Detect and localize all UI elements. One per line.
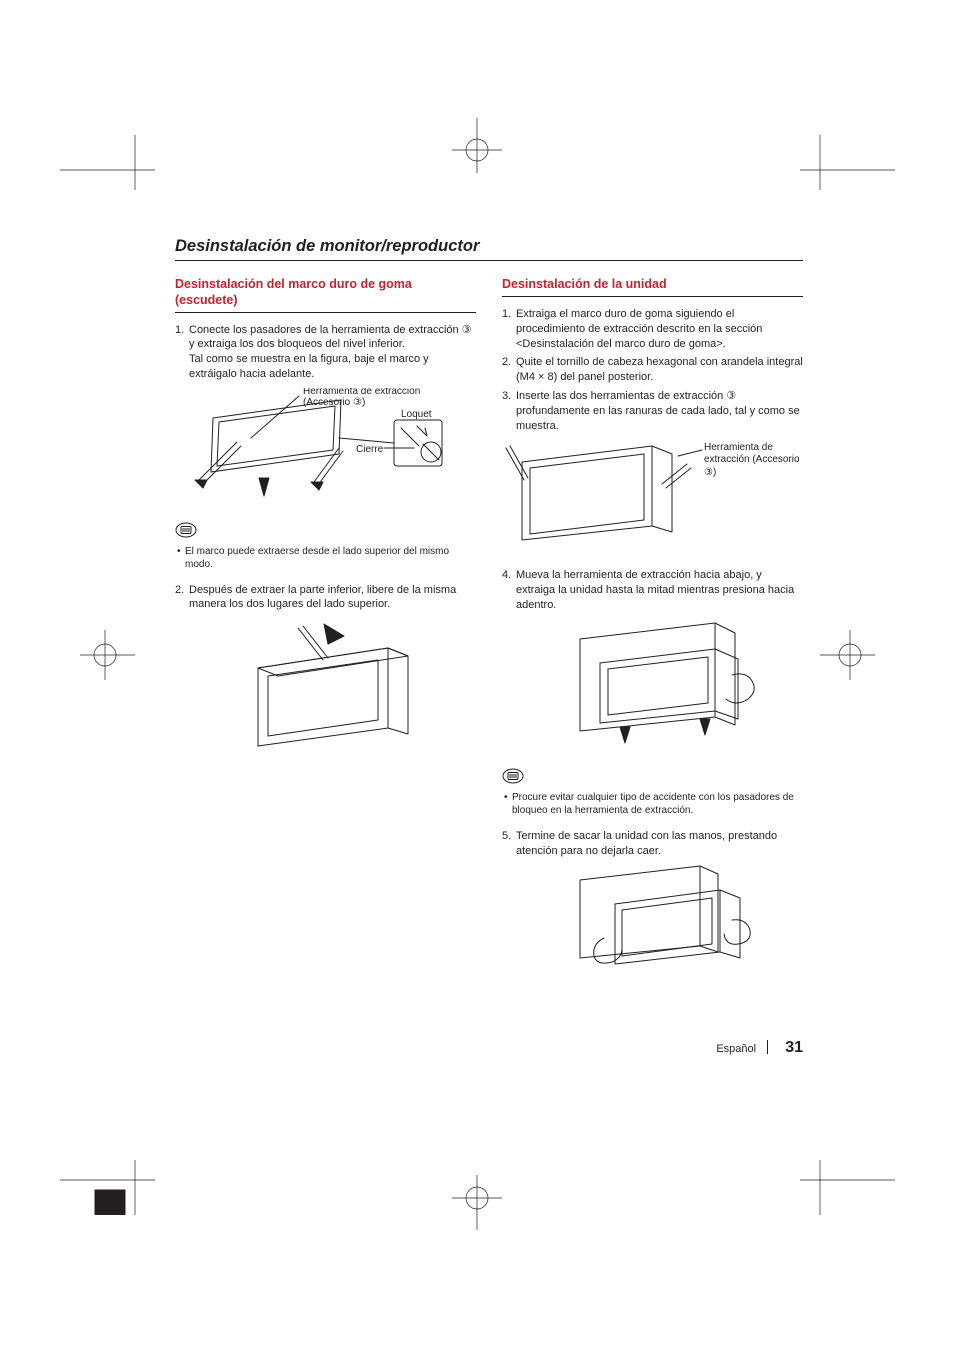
page-content: Desinstalación de monitor/reproductor De…: [175, 235, 803, 998]
section-title: Desinstalación de monitor/reproductor: [175, 235, 803, 261]
fig-tool-label-a: Herramienta de: [704, 442, 773, 453]
fig-tool-label-a: Herramienta de extracción: [303, 388, 420, 397]
fig-loquet-label: Loquet: [401, 409, 432, 420]
fig-tool-label-b: (Accesorio ③): [303, 397, 365, 408]
footer-lang: Español: [716, 1043, 756, 1055]
footer-page-number: 31: [785, 1039, 803, 1056]
figure-insert-tools: Herramienta de extracción (Accesorio ③): [502, 440, 803, 555]
step-text: Tal como se muestra en la figura, baje e…: [189, 353, 429, 380]
left-step-2: Después de extraer la parte inferior, li…: [175, 583, 476, 613]
left-step-1: Conecte los pasadores de la herramienta …: [175, 323, 476, 382]
figure-remove-hands: [516, 864, 803, 984]
figure-frame-removal: Herramienta de extracción (Accesorio ③) …: [189, 388, 476, 508]
note-icon: [502, 768, 524, 789]
fig-tool-label-b: extracción (Accesorio ③): [704, 454, 800, 478]
right-step-5: Termine de sacar la unidad con las manos…: [502, 829, 803, 859]
step-text: Conecte los pasadores de la herramienta …: [189, 324, 472, 351]
note-icon: [175, 522, 197, 543]
note-text: Procure evitar cualquier tipo de acciden…: [502, 791, 803, 817]
note-block: Procure evitar cualquier tipo de acciden…: [502, 768, 803, 817]
right-column: Desinstalación de la unidad Extraiga el …: [502, 277, 803, 998]
left-heading: Desinstalación del marco duro de goma (e…: [175, 277, 476, 312]
figure-upper-release: [189, 618, 476, 753]
right-step-1: Extraiga el marco duro de goma siguiendo…: [502, 307, 803, 352]
right-step-3: Inserte las dos herramientas de extracci…: [502, 389, 803, 434]
fig-cierre-label: Cierre: [356, 444, 384, 455]
note-text: El marco puede extraerse desde el lado s…: [175, 545, 476, 571]
right-step-4: Mueva la herramienta de extracción hacia…: [502, 568, 803, 613]
right-heading: Desinstalación de la unidad: [502, 277, 803, 297]
page-footer: Español 31: [716, 1037, 803, 1059]
figure-pull-half: [516, 619, 803, 754]
note-block: El marco puede extraerse desde el lado s…: [175, 522, 476, 571]
right-step-2: Quite el tornillo de cabeza hexagonal co…: [502, 355, 803, 385]
left-column: Desinstalación del marco duro de goma (e…: [175, 277, 476, 998]
